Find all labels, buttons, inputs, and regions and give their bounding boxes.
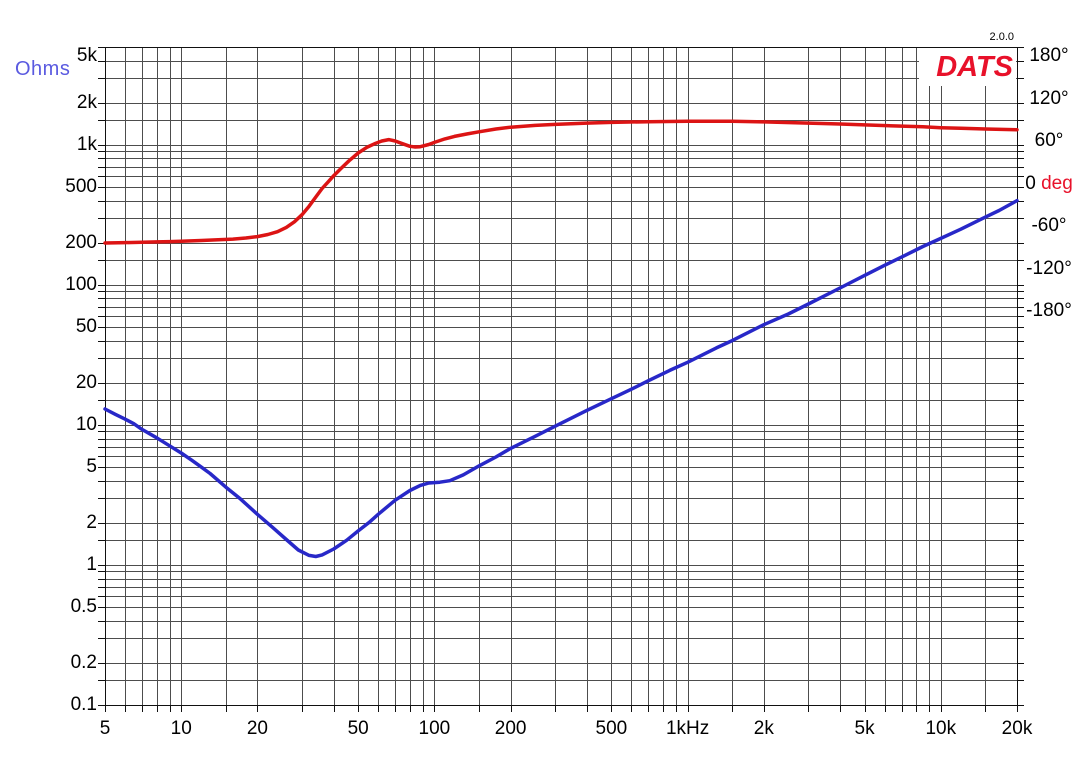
x-axis-label: 100 xyxy=(418,718,451,739)
y-axis-label: 50 xyxy=(75,316,97,338)
y-axis-label: 20 xyxy=(75,371,97,393)
phase-axis-label: 0 deg xyxy=(1025,172,1073,194)
x-axis-label: 20k xyxy=(1001,718,1033,739)
x-axis-label: 500 xyxy=(595,718,628,739)
y-axis-label: 0.2 xyxy=(70,651,97,673)
y-axis-label: 10 xyxy=(75,413,97,435)
x-axis-label: 2k xyxy=(753,718,774,739)
phase-axis-value: 60° xyxy=(1034,130,1064,151)
y-axis-label: 1k xyxy=(76,133,97,155)
y-axis-label: 0.1 xyxy=(70,694,97,715)
phase-axis-label: 180° xyxy=(1029,46,1068,66)
phase-axis-label: 60° xyxy=(1035,131,1064,151)
y-axis-label: 200 xyxy=(65,231,97,253)
deg-unit-label: deg xyxy=(1035,172,1073,194)
phase-axis-value: -60° xyxy=(1031,215,1067,236)
x-axis-label: 10 xyxy=(170,718,192,739)
plot-border xyxy=(105,47,1018,706)
x-axis-label: 200 xyxy=(494,718,527,739)
phase-axis-label: -120° xyxy=(1026,257,1072,279)
phase-axis-value: 120° xyxy=(1029,87,1069,109)
phase-axis-value: -120° xyxy=(1026,257,1072,279)
dats-logo: DATS xyxy=(919,48,1016,86)
y-axis-label: 1 xyxy=(86,553,97,575)
x-axis-label: 20 xyxy=(246,718,268,739)
phase-axis-label: -180° xyxy=(1026,301,1072,321)
phase-axis-value: -180° xyxy=(1026,300,1072,321)
y-axis-label: 2 xyxy=(86,511,97,533)
phase-axis-value: 0 xyxy=(1025,172,1036,194)
impedance-curve xyxy=(103,198,1019,559)
x-axis-label: 5k xyxy=(854,718,875,739)
phase-axis-value: 180° xyxy=(1029,45,1069,66)
y-axis-label: 2k xyxy=(76,91,97,113)
y-axis-label: 0.5 xyxy=(70,596,97,618)
y-axis-label: 5 xyxy=(86,456,97,478)
x-axis-label: 1kHz xyxy=(665,718,710,739)
app-version: 2.0.0 xyxy=(989,31,1014,43)
x-axis-label: 10k xyxy=(925,718,957,739)
y-axis-label: 100 xyxy=(65,273,97,295)
phase-curve xyxy=(103,119,1019,245)
phase-axis-label: 120° xyxy=(1029,87,1069,109)
x-axis-label: 50 xyxy=(347,718,369,739)
phase-axis-label: -60° xyxy=(1031,216,1066,236)
x-axis-label: 5 xyxy=(99,718,111,739)
y-axis-label: 5k xyxy=(76,45,97,66)
y-axis-label: 500 xyxy=(65,176,97,198)
ohms-axis-title: Ohms xyxy=(15,58,71,80)
